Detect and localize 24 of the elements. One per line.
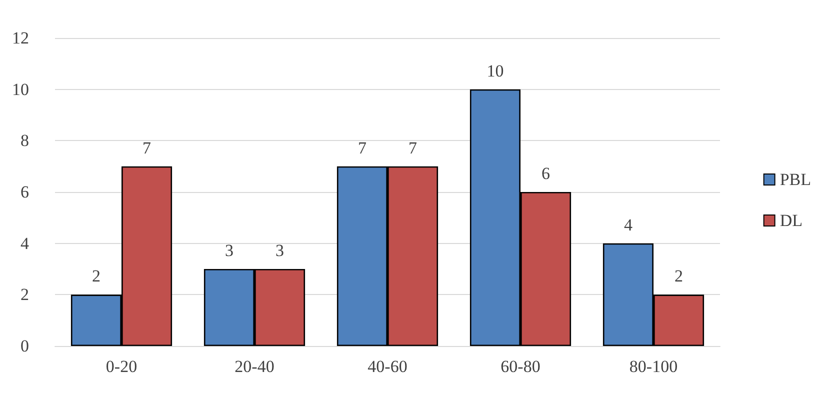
legend-label: PBL (780, 170, 812, 189)
y-tick-label: 6 (20, 182, 29, 202)
x-tick-label: 20-40 (234, 357, 274, 376)
data-label: 7 (358, 138, 367, 158)
data-label: 10 (486, 61, 504, 80)
legend-label: DL (780, 211, 802, 230)
x-tick-label: 60-80 (500, 357, 540, 376)
x-tick-label: 40-60 (368, 357, 408, 376)
data-label: 4 (624, 215, 633, 234)
data-label: 6 (542, 164, 550, 183)
y-tick-label: 4 (20, 234, 30, 253)
y-tick-label: 2 (20, 285, 29, 304)
y-tick-label: 12 (12, 28, 29, 48)
y-tick-label: 0 (20, 336, 29, 356)
data-label: 3 (224, 241, 234, 260)
y-tick-label: 10 (12, 80, 29, 99)
data-label: 3 (276, 241, 284, 260)
data-label: 7 (408, 138, 418, 158)
x-tick-label: 0-20 (106, 357, 138, 376)
data-label: 2 (92, 266, 100, 286)
data-label: 2 (674, 266, 684, 286)
x-tick-label: 80-100 (629, 357, 678, 376)
y-tick-label: 8 (20, 131, 29, 150)
data-label: 7 (142, 138, 152, 158)
